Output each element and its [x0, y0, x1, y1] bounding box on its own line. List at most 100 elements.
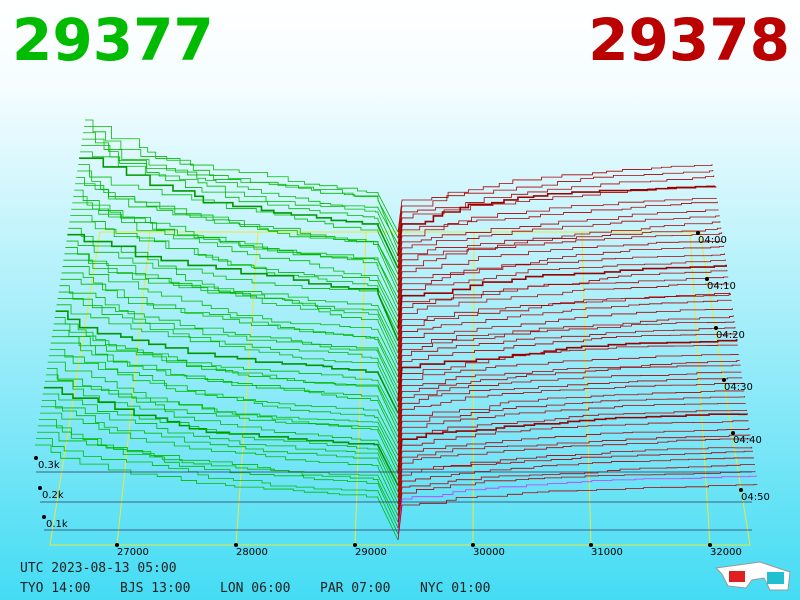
ask-depth-line [397, 270, 728, 335]
volume-label: 0.2k [42, 490, 64, 501]
ask-depth-line [397, 198, 717, 263]
ask-depth-line [397, 209, 719, 275]
bid-depth-line [39, 412, 399, 510]
ask-depth-line [397, 484, 758, 541]
bid-depth-line [74, 189, 399, 299]
bid-depth-line [54, 317, 399, 420]
depth-lines [35, 119, 758, 541]
price-label: 27000 [117, 547, 149, 558]
ask-depth-line [397, 170, 714, 239]
ask-depth-line [397, 434, 751, 492]
ask-depth-line [397, 339, 738, 402]
grid-line [235, 231, 259, 546]
ask-depth-line [397, 293, 731, 359]
bid-depth-line [67, 233, 399, 342]
bid-depth-line [79, 157, 399, 269]
time-label: 04:20 [716, 330, 745, 341]
bid-depth-line [66, 240, 399, 347]
time-label: 04:10 [707, 281, 736, 292]
price-label: 32000 [710, 547, 742, 558]
grid-line [472, 231, 475, 546]
ask-depth-line [397, 450, 753, 510]
timezone-label: TYO 14:00 [20, 581, 90, 596]
ask-depth-line [397, 201, 718, 269]
bid-depth-line [52, 329, 399, 432]
bid-depth-line [45, 374, 399, 474]
ask-depth-line [397, 382, 744, 444]
bid-depth-line [58, 291, 399, 396]
timezone-label: NYC 01:00 [420, 581, 490, 596]
ask-depth-line [397, 413, 749, 474]
ask-depth-line [397, 403, 746, 462]
ask-depth-line [397, 446, 753, 504]
ask-depth-line [397, 320, 735, 384]
tick-dot [353, 543, 357, 547]
bid-depth-line [55, 310, 399, 414]
bid-depth-line [41, 399, 399, 498]
ask-depth-line [397, 463, 755, 522]
volume-label: 0.1k [46, 519, 68, 530]
ask-depth-line [397, 215, 720, 281]
bid-depth-line [84, 125, 399, 239]
ask-depth-line [397, 371, 742, 432]
tick-dot [714, 326, 718, 330]
ask-depth-line [397, 276, 729, 341]
bid-depth-line [78, 164, 399, 275]
bid-depth-line [51, 336, 399, 438]
tick-dot [696, 231, 700, 235]
volume-label: 0.3k [38, 460, 60, 471]
bid-depth-line [38, 419, 399, 517]
bid-depth-line [57, 298, 399, 402]
price-label: 30000 [473, 547, 505, 558]
ask-depth-line [397, 344, 738, 408]
ask-depth-line [397, 227, 722, 293]
ask-depth-line [397, 164, 713, 233]
ask-depth-line [397, 253, 725, 317]
timezone-label: BJS 13:00 [120, 581, 190, 596]
bid-depth-line [48, 355, 399, 456]
bid-depth-line [37, 425, 399, 523]
bid-depth-line [80, 151, 399, 263]
price-label: 29000 [355, 547, 387, 558]
ask-depth-line [397, 259, 726, 323]
ask-depth-line [397, 390, 745, 450]
tick-dot [42, 515, 46, 519]
ask-depth-line [397, 457, 754, 516]
tick-dot [731, 431, 735, 435]
timezone-label: LON 06:00 [220, 581, 290, 596]
tick-dot [115, 543, 119, 547]
ask-depth-line [397, 475, 757, 535]
ask-depth-line [397, 299, 732, 365]
bid-depth-line [59, 285, 399, 390]
bid-price: 29377 [12, 6, 214, 74]
bid-depth-line [82, 138, 399, 251]
bid-depth-line [75, 183, 399, 293]
bid-depth-line [42, 393, 399, 492]
bid-depth-line [73, 196, 399, 305]
tick-dot [38, 486, 42, 490]
ask-depth-line [397, 354, 739, 414]
bid-depth-line [47, 361, 399, 462]
bid-depth-line [40, 406, 399, 504]
bid-depth-line [60, 278, 399, 384]
ask-depth-line [397, 232, 723, 299]
bid-depth-line [35, 438, 399, 535]
bid-depth-line [81, 145, 399, 257]
ask-depth-line [397, 185, 716, 251]
ask-depth-line [397, 308, 733, 371]
tick-dot [708, 543, 712, 547]
price-label: 28000 [236, 547, 268, 558]
ask-depth-line [397, 240, 723, 305]
bid-depth-line [62, 266, 399, 372]
ask-depth-line [397, 471, 756, 528]
glasses-icon [714, 561, 791, 591]
ask-depth-line [397, 175, 715, 245]
ask-depth-line [397, 315, 734, 377]
bid-depth-line [76, 176, 399, 287]
ask-depth-line [397, 292, 731, 353]
time-label: 04:00 [698, 235, 727, 246]
ask-depth-line [397, 264, 727, 329]
timezone-label: PAR 07:00 [320, 581, 390, 596]
tick-dot [705, 277, 709, 281]
price-label: 31000 [591, 547, 623, 558]
